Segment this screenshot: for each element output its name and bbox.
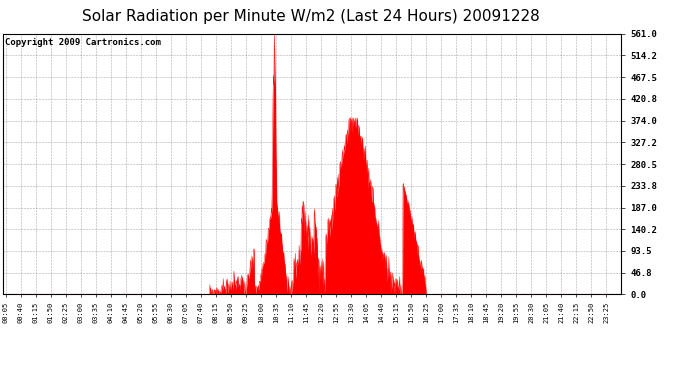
Text: Solar Radiation per Minute W/m2 (Last 24 Hours) 20091228: Solar Radiation per Minute W/m2 (Last 24…: [81, 9, 540, 24]
Text: Copyright 2009 Cartronics.com: Copyright 2009 Cartronics.com: [5, 38, 161, 46]
